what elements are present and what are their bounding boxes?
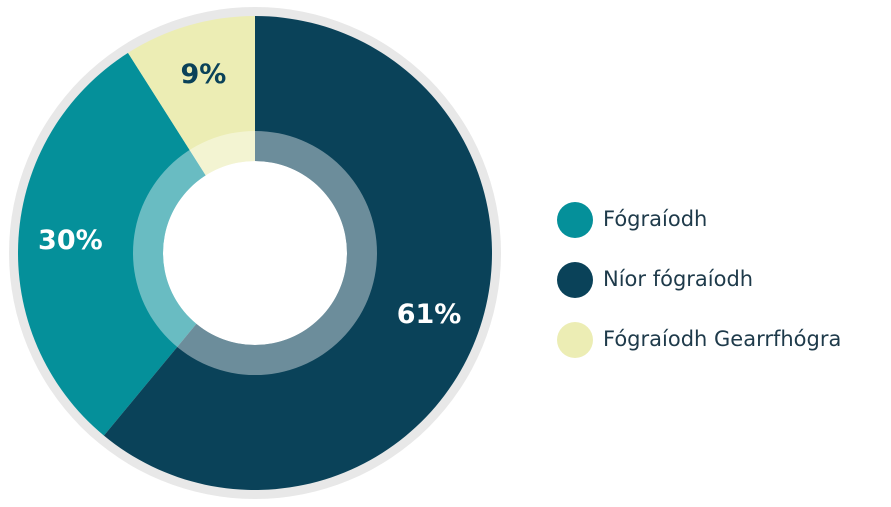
value-label: 61% <box>397 299 462 330</box>
slice <box>17 52 256 436</box>
legend-label: Fógraíodh <box>603 207 707 231</box>
legend: Fógraíodh Níor fógraíodh Fógraíodh Gearrfh… <box>557 202 841 358</box>
value-label: 9% <box>180 59 226 90</box>
legend-label: Níor fógraíodh <box>603 267 753 291</box>
legend-label: Fógraíodh Gearrfhógra <box>603 327 841 351</box>
value-label: 30% <box>38 225 103 256</box>
legend-swatch <box>557 202 593 238</box>
legend-swatch <box>557 322 593 358</box>
hole <box>163 161 347 345</box>
labels: 30% 61% 9% <box>38 59 461 330</box>
legend-swatch <box>557 262 593 298</box>
